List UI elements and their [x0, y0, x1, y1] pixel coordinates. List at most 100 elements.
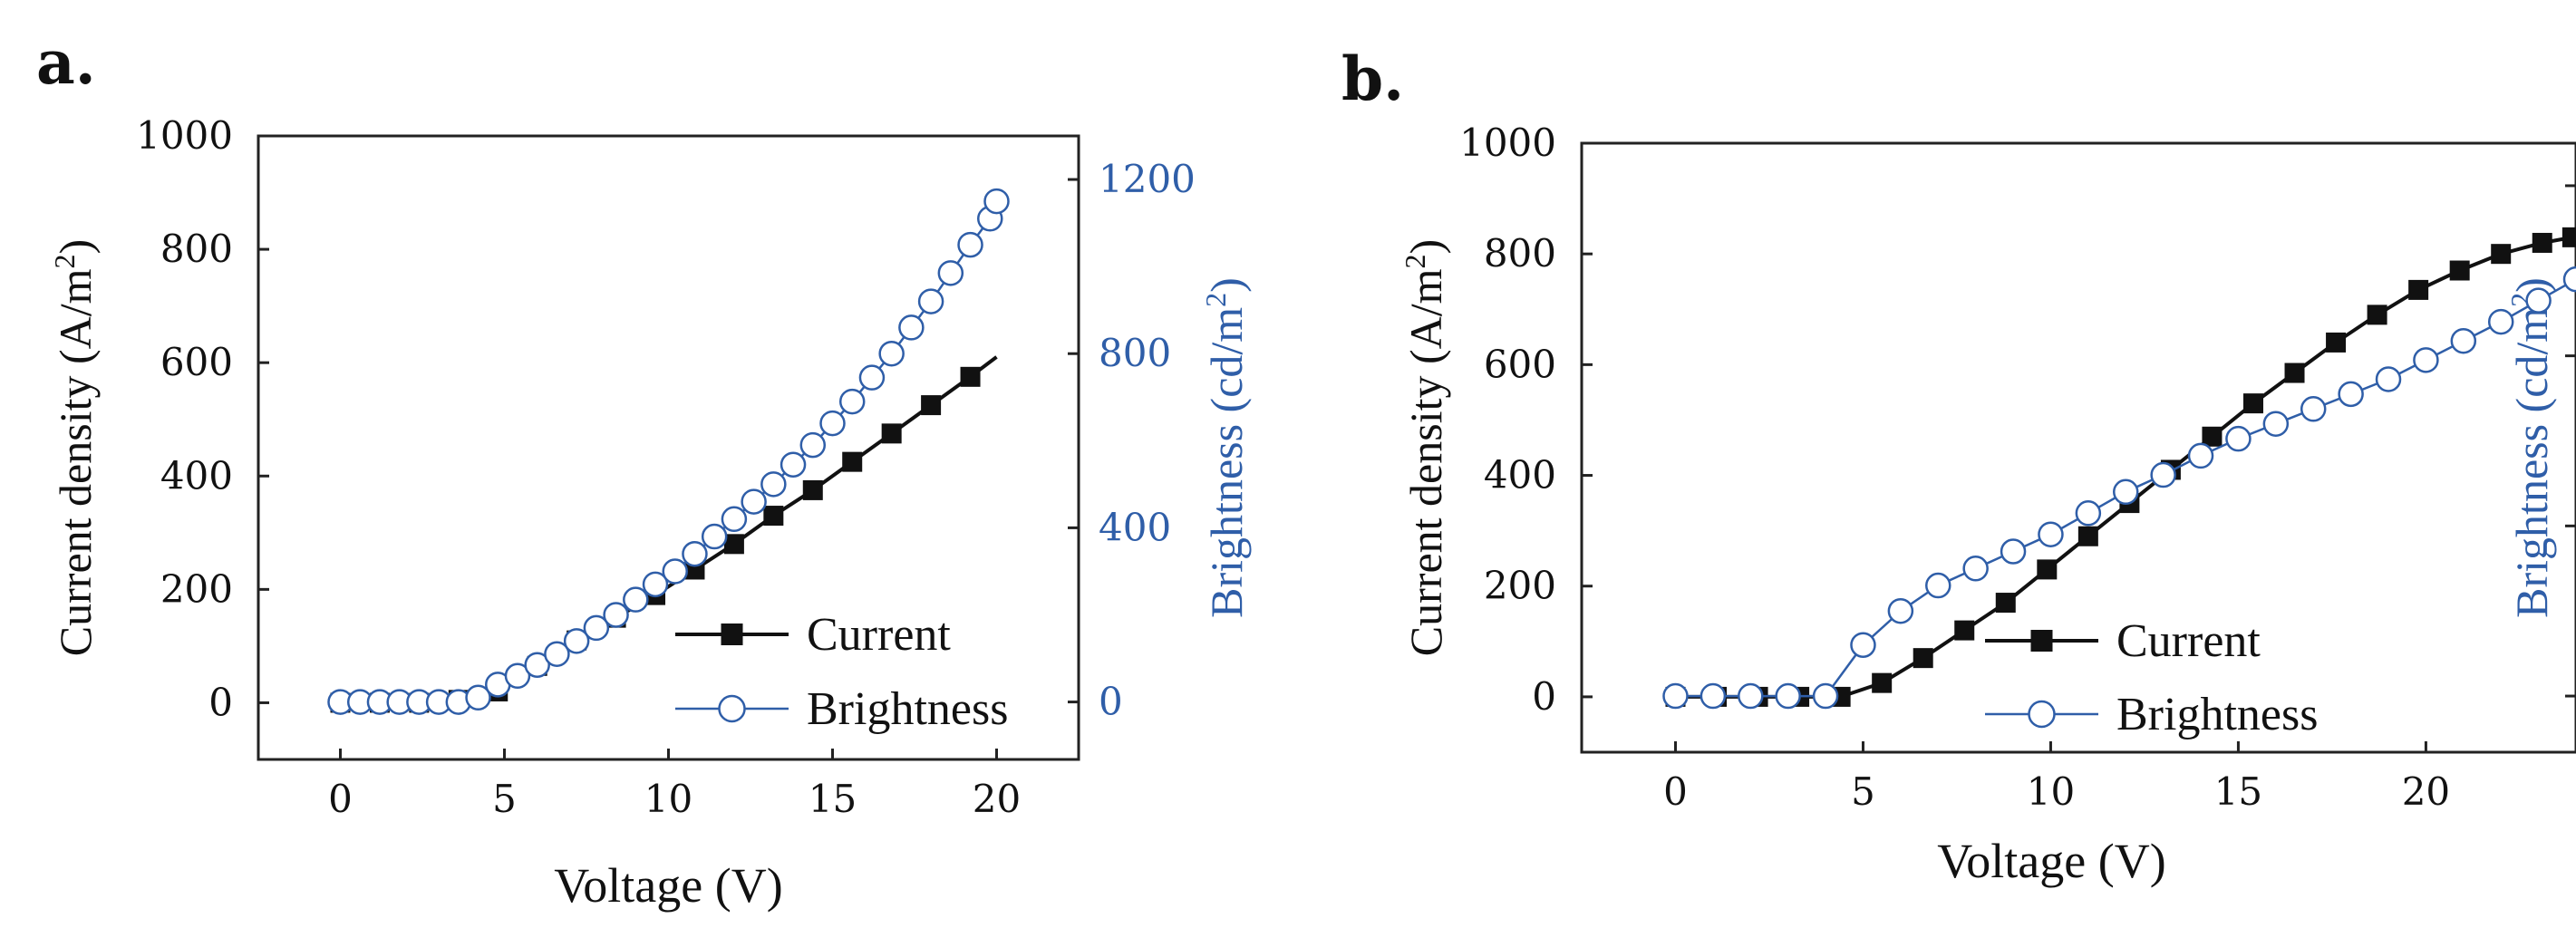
- x-tick-label: 20: [973, 777, 1021, 821]
- y-right-tick-label: 400: [1099, 505, 1171, 549]
- data-point-brightness: [465, 684, 491, 711]
- data-point-current: [881, 423, 902, 444]
- data-point-current: [842, 451, 863, 472]
- legend-marker-current: [721, 624, 743, 645]
- legend-marker-brightness: [2028, 700, 2056, 729]
- data-point-current: [1954, 620, 1975, 641]
- data-point-brightness: [760, 471, 787, 498]
- data-point-brightness: [721, 506, 748, 533]
- data-point-brightness: [2487, 308, 2514, 335]
- data-point-current: [1872, 672, 1893, 693]
- data-point-current: [2408, 279, 2429, 300]
- data-point-brightness: [1925, 572, 1951, 599]
- data-point-brightness: [858, 364, 886, 391]
- data-point-brightness: [799, 431, 827, 459]
- data-point-brightness: [642, 571, 669, 598]
- data-point-brightness: [838, 388, 866, 415]
- y-left-tick-label: 800: [160, 227, 233, 271]
- legend-marker-current: [2030, 630, 2053, 652]
- data-point-current: [2202, 426, 2223, 447]
- data-point-brightness: [741, 488, 767, 515]
- y-right-axis-label-sup: 2: [1199, 293, 1232, 307]
- data-point-brightness: [898, 314, 925, 341]
- y-left-tick-label: 400: [160, 453, 233, 498]
- y-right-axis-label-close: ): [2506, 277, 2557, 293]
- y-left-tick-label: 1000: [1459, 121, 1556, 165]
- x-tick-label: 0: [328, 777, 353, 821]
- data-point-brightness: [682, 540, 708, 567]
- x-axis-label: Voltage (V): [554, 858, 782, 913]
- y-left-tick-label: 0: [208, 680, 233, 724]
- data-point-current: [2491, 244, 2512, 265]
- y-right-tick-label: 0: [1099, 680, 1123, 724]
- data-point-brightness: [2075, 500, 2102, 527]
- data-point-brightness: [1962, 556, 1989, 582]
- data-point-brightness: [819, 410, 846, 437]
- panel-b: b.051015200200400600800100004008001200Cu…: [1341, 44, 2576, 888]
- y-left-tick-label: 600: [1484, 342, 1556, 386]
- data-point-brightness: [1887, 597, 1914, 624]
- data-point-brightness: [2225, 425, 2252, 452]
- data-point-brightness: [2300, 396, 2327, 422]
- data-point-current: [723, 534, 744, 555]
- data-point-brightness: [2038, 521, 2064, 547]
- x-tick-label: 10: [2027, 769, 2075, 814]
- data-point-current: [1995, 593, 2016, 614]
- data-point-brightness: [2150, 461, 2176, 488]
- data-point-brightness: [780, 451, 807, 478]
- data-point-brightness: [623, 586, 649, 613]
- y-right-axis-label-text: Brightness (cd/m: [1201, 307, 1252, 618]
- data-point-brightness: [957, 231, 983, 258]
- data-point-current: [2326, 332, 2347, 353]
- data-point-brightness: [504, 662, 531, 690]
- plot-frame: [1580, 141, 2576, 754]
- data-point-brightness: [2112, 478, 2139, 506]
- data-point-current: [960, 366, 981, 387]
- data-point-brightness: [701, 523, 728, 550]
- y-left-axis-label-close: ): [1400, 239, 1451, 255]
- y-left-axis-label-sup: 2: [48, 254, 81, 268]
- legend-label-current: Current: [807, 609, 951, 661]
- data-point-brightness: [1775, 682, 1801, 710]
- y-left-tick-label: 400: [1484, 453, 1556, 498]
- y-left-axis-label-close: ): [50, 239, 101, 255]
- data-point-current: [2037, 559, 2058, 580]
- y-left-tick-label: 0: [1532, 674, 1556, 719]
- data-point-brightness: [563, 628, 590, 654]
- data-point-current: [2284, 362, 2305, 383]
- x-tick-label: 15: [2214, 769, 2262, 814]
- x-tick-label: 15: [809, 777, 857, 821]
- y-left-tick-label: 800: [1484, 231, 1556, 276]
- y-left-axis-label-text: Current density (A/m: [50, 268, 101, 656]
- data-point-current: [2077, 526, 2098, 546]
- data-point-brightness: [603, 602, 629, 628]
- data-point-brightness: [2562, 266, 2576, 293]
- data-point-brightness: [1812, 682, 1839, 710]
- data-point-brightness: [2375, 366, 2402, 392]
- data-point-brightness: [2187, 442, 2214, 469]
- data-point-current: [2449, 260, 2470, 281]
- data-point-brightness: [2413, 347, 2439, 373]
- x-axis-label: Voltage (V): [1937, 834, 2165, 888]
- panel-label: a.: [36, 27, 96, 98]
- x-tick-label: 20: [2402, 769, 2450, 814]
- data-point-current: [921, 395, 942, 416]
- data-point-brightness: [937, 260, 964, 286]
- data-point-brightness: [2262, 411, 2290, 437]
- y-right-tick-label: 800: [1099, 331, 1171, 375]
- data-point-current: [2242, 393, 2263, 414]
- data-point-current: [1913, 648, 1933, 669]
- data-point-brightness: [2450, 327, 2477, 354]
- y-left-tick-label: 1000: [136, 113, 233, 158]
- y-left-tick-label: 600: [160, 340, 233, 384]
- x-tick-label: 5: [492, 777, 517, 821]
- data-point-brightness: [917, 288, 944, 314]
- legend: Current Brightness: [675, 609, 1008, 735]
- y-left-axis-label-sup: 2: [1399, 254, 1431, 268]
- x-tick-label: 5: [1851, 769, 1875, 814]
- data-point-brightness: [544, 641, 570, 667]
- plot-frame: [257, 134, 1080, 761]
- data-point-brightness: [583, 614, 610, 642]
- data-point-current: [802, 479, 823, 500]
